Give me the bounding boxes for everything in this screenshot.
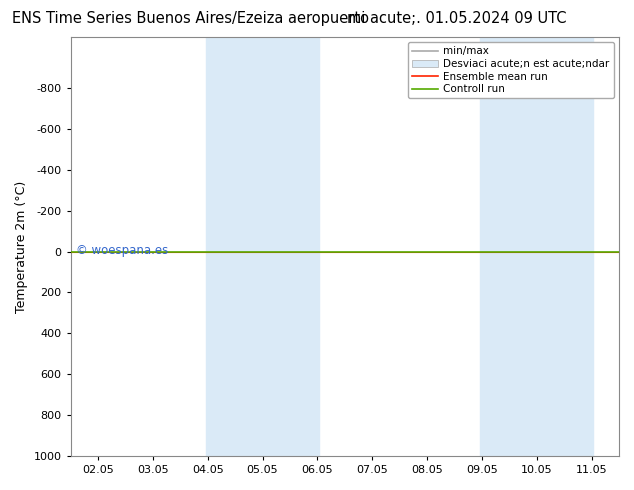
Text: mi acute;. 01.05.2024 09 UTC: mi acute;. 01.05.2024 09 UTC [347,11,566,26]
Y-axis label: Temperature 2m (°C): Temperature 2m (°C) [15,180,28,313]
Text: ENS Time Series Buenos Aires/Ezeiza aeropuerto: ENS Time Series Buenos Aires/Ezeiza aero… [11,11,369,26]
Bar [206,37,319,456]
Text: © woespana.es: © woespana.es [76,245,168,257]
Legend: min/max, Desviaci acute;n est acute;ndar, Ensemble mean run, Controll run: min/max, Desviaci acute;n est acute;ndar… [408,42,614,98]
Bar [480,37,593,456]
